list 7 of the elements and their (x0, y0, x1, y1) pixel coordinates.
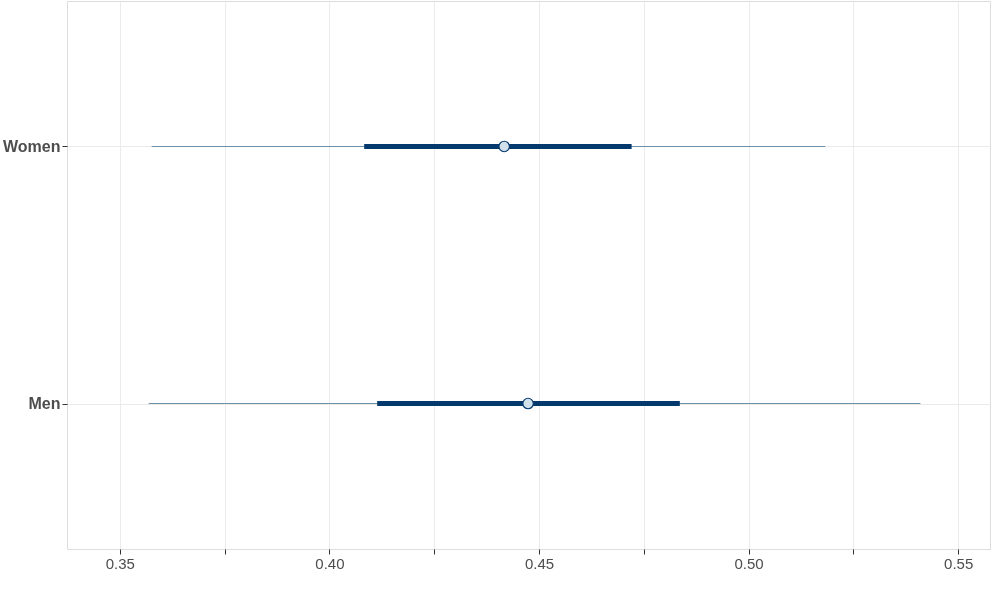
y-tick-label: Women (3, 137, 61, 155)
x-tick-label: 0.40 (315, 554, 345, 572)
x-tick-label: 0.55 (944, 554, 974, 572)
x-tick-label: 0.50 (734, 554, 764, 572)
x-tick-label: 0.45 (524, 554, 555, 572)
y-tick-label: Men (28, 395, 61, 413)
x-tick-label: 0.35 (105, 554, 135, 572)
